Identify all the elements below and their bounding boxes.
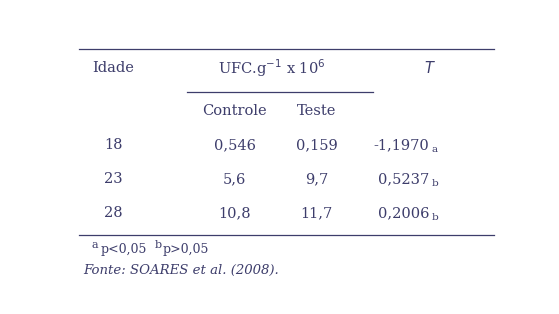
Text: 28: 28 (104, 206, 122, 220)
Text: 0,5237: 0,5237 (378, 172, 429, 186)
Text: UFC.g$^{-1}$ x 10$^{6}$: UFC.g$^{-1}$ x 10$^{6}$ (217, 57, 325, 79)
Text: 18: 18 (104, 138, 122, 152)
Text: 0,159: 0,159 (296, 138, 338, 152)
Text: 9,7: 9,7 (305, 172, 329, 186)
Text: Fonte: SOARES et al. (2008).: Fonte: SOARES et al. (2008). (83, 264, 278, 277)
Text: b: b (432, 179, 438, 188)
Text: b: b (154, 240, 162, 250)
Text: 11,7: 11,7 (301, 206, 333, 220)
Text: 23: 23 (104, 172, 122, 186)
Text: 5,6: 5,6 (223, 172, 246, 186)
Text: $T$: $T$ (424, 60, 435, 76)
Text: Teste: Teste (297, 105, 337, 118)
Text: 0,2006: 0,2006 (378, 206, 429, 220)
Text: b: b (432, 213, 438, 222)
Text: Controle: Controle (202, 105, 267, 118)
Text: 10,8: 10,8 (218, 206, 251, 220)
Text: a: a (432, 145, 438, 154)
Text: p<0,05: p<0,05 (100, 243, 146, 256)
Text: p>0,05: p>0,05 (163, 243, 210, 256)
Text: 0,546: 0,546 (214, 138, 255, 152)
Text: -1,1970: -1,1970 (374, 138, 429, 152)
Text: a: a (92, 240, 98, 250)
Text: Idade: Idade (92, 61, 134, 75)
